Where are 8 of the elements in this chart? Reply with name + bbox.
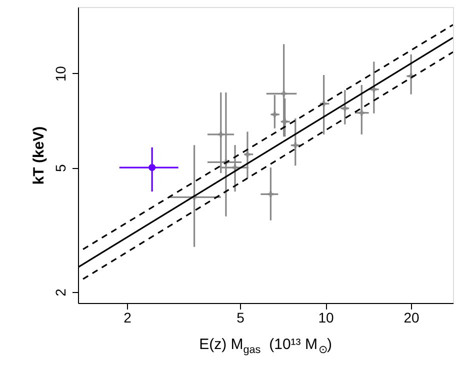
y-tick-label: 2 (52, 288, 68, 296)
x-tick-label: 20 (404, 310, 420, 326)
y-tick-label: 5 (52, 164, 68, 172)
x-tick-label: 2 (124, 310, 132, 326)
x-tick-label: 5 (236, 310, 245, 326)
x-tick-label: 10 (318, 310, 334, 326)
y-axis-title: kT (keV) (30, 126, 48, 185)
y-tick-label: 10 (52, 66, 68, 82)
